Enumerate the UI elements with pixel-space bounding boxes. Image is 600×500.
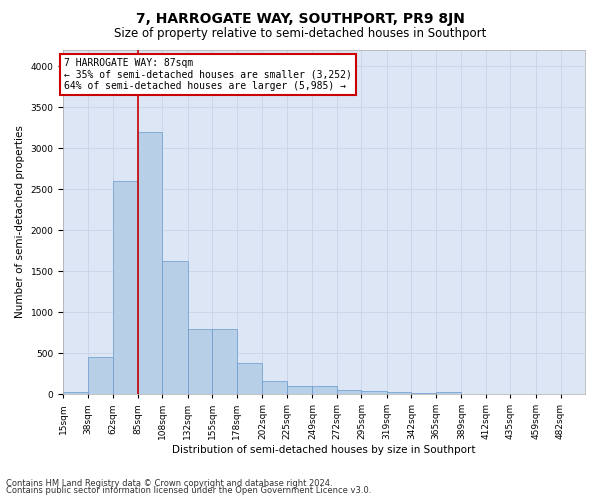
Bar: [387, 392, 412, 394]
X-axis label: Distribution of semi-detached houses by size in Southport: Distribution of semi-detached houses by …: [172, 445, 476, 455]
Bar: [113, 181, 138, 394]
Bar: [63, 392, 88, 394]
Bar: [412, 393, 436, 394]
Bar: [138, 132, 162, 394]
Bar: [313, 386, 337, 394]
Text: Contains public sector information licensed under the Open Government Licence v3: Contains public sector information licen…: [6, 486, 371, 495]
Text: Size of property relative to semi-detached houses in Southport: Size of property relative to semi-detach…: [114, 28, 486, 40]
Text: 7, HARROGATE WAY, SOUTHPORT, PR9 8JN: 7, HARROGATE WAY, SOUTHPORT, PR9 8JN: [136, 12, 464, 26]
Bar: [212, 330, 237, 394]
Bar: [436, 392, 461, 394]
Y-axis label: Number of semi-detached properties: Number of semi-detached properties: [15, 126, 25, 318]
Bar: [287, 386, 313, 394]
Text: 7 HARROGATE WAY: 87sqm
← 35% of semi-detached houses are smaller (3,252)
64% of : 7 HARROGATE WAY: 87sqm ← 35% of semi-det…: [64, 58, 352, 92]
Bar: [262, 381, 287, 394]
Bar: [337, 390, 361, 394]
Bar: [88, 357, 113, 394]
Bar: [237, 363, 262, 394]
Bar: [162, 262, 188, 394]
Bar: [361, 391, 387, 394]
Bar: [188, 330, 212, 394]
Text: Contains HM Land Registry data © Crown copyright and database right 2024.: Contains HM Land Registry data © Crown c…: [6, 478, 332, 488]
